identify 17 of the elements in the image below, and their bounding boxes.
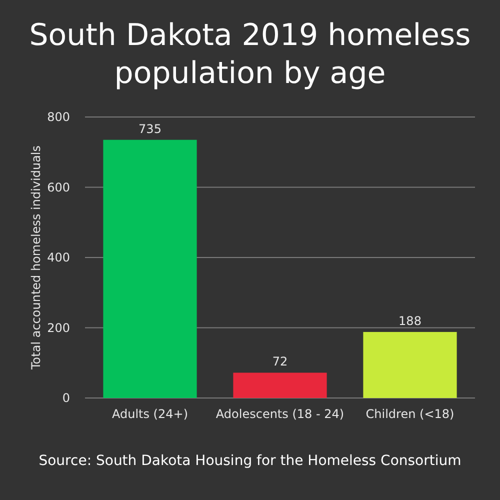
data-label: 188: [398, 314, 422, 328]
y-tick-label: 200: [47, 320, 70, 335]
x-tick-label: Adolescents (18 - 24): [216, 407, 344, 421]
bar: [363, 332, 457, 398]
y-tick-label: 600: [47, 180, 70, 194]
data-label: 735: [138, 122, 162, 136]
bar: [103, 140, 197, 398]
x-tick-label: Children (<18): [366, 407, 454, 421]
y-tick-label: 800: [47, 110, 70, 124]
bar: [233, 372, 327, 398]
y-tick-label: 0: [62, 391, 70, 406]
y-axis-title: Total accounted homeless individuals: [29, 145, 43, 371]
x-tick-label: Adults (24+): [112, 407, 188, 421]
data-label: 72: [272, 354, 288, 369]
chart-title: South Dakota 2019 homeless population by age: [29, 18, 471, 91]
y-tick-label: 400: [47, 250, 70, 265]
source-note: Source: South Dakota Housing for the Homeless Consortium: [38, 453, 462, 469]
